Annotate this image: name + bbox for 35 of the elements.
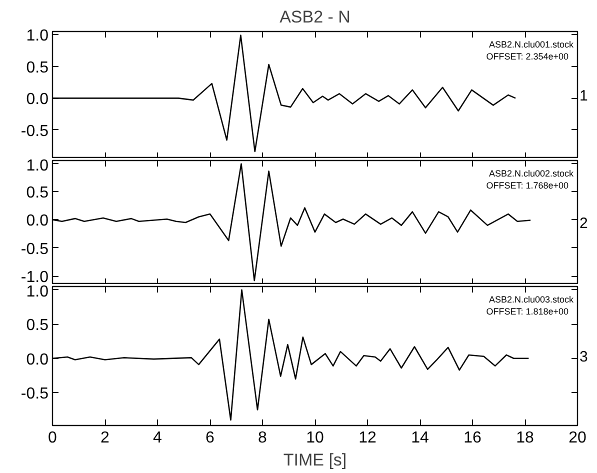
y-tick-label: 0.5 — [26, 184, 49, 202]
x-tick-label: 0 — [48, 430, 58, 446]
y-tick-label: -0.5 — [20, 386, 49, 403]
x-tick-label: 12 — [358, 430, 376, 446]
y-tick-label: 1.0 — [26, 284, 49, 300]
x-tick-label: 4 — [153, 430, 162, 446]
y-tick-label: 0.0 — [26, 212, 49, 230]
text: 3 — [580, 348, 588, 366]
text: 1 — [580, 88, 588, 104]
y-tick-label: 1.0 — [26, 158, 49, 174]
x-tick-label: 20 — [568, 430, 586, 446]
x-tick-label: 18 — [516, 430, 534, 446]
x-tick-label: 16 — [464, 430, 482, 446]
y-tick-label: -1.0 — [20, 269, 49, 286]
y-tick-label: 0.5 — [26, 59, 49, 76]
y-tick-label: -0.5 — [20, 240, 49, 258]
annotation: ASB2.N.clu002.stock — [488, 168, 574, 178]
x-tick-label: 6 — [206, 430, 215, 446]
y-tick-label: 0.0 — [26, 351, 49, 368]
annotation: OFFSET: 1.818e+00 — [486, 306, 568, 316]
annotation: ASB2.N.clu003.stock — [488, 294, 574, 304]
x-axis-title: TIME [s] — [283, 450, 347, 470]
text: 2 — [580, 215, 588, 232]
y-tick-label: 0.0 — [26, 91, 49, 108]
annotation: ASB2.N.clu001.stock — [488, 40, 574, 50]
x-tick-label: 8 — [258, 430, 268, 446]
x-tick-label: 2 — [100, 430, 110, 446]
annotation: OFFSET: 1.768e+00 — [486, 180, 568, 190]
y-tick-label: 1.0 — [26, 28, 49, 45]
annotation: OFFSET: 2.354e+00 — [486, 52, 568, 62]
x-tick-label: 10 — [306, 430, 324, 446]
chart-title: ASB2 - N — [280, 8, 350, 26]
y-tick-label: 0.5 — [26, 317, 49, 334]
x-tick-label: 14 — [411, 430, 429, 446]
y-tick-label: -0.5 — [20, 122, 49, 140]
